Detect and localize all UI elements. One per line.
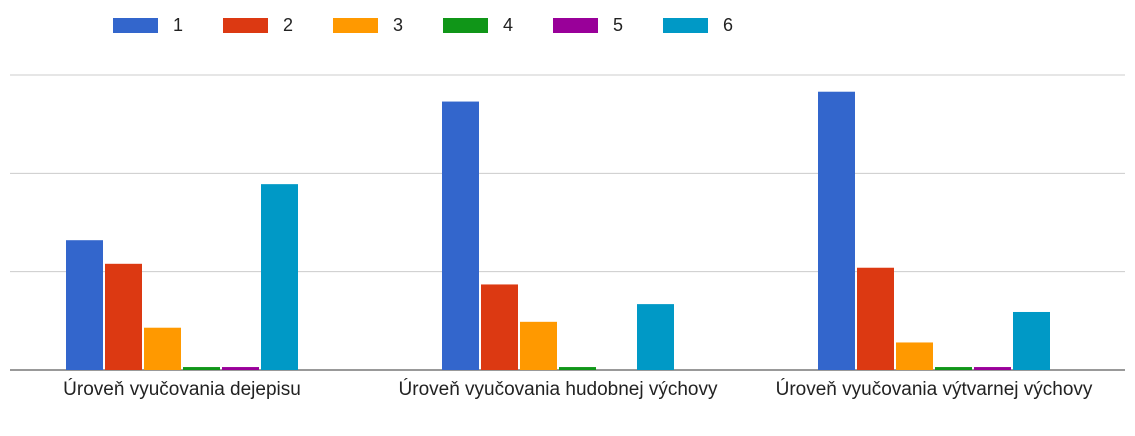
bar — [559, 367, 596, 370]
bar — [222, 367, 259, 370]
legend-swatch — [553, 18, 598, 33]
legend-label: 5 — [613, 15, 623, 35]
bar — [261, 184, 298, 370]
bar — [144, 327, 181, 370]
bar — [520, 321, 557, 370]
bar — [105, 263, 142, 370]
x-tick-label: Úroveň vyučovania dejepisu — [63, 379, 301, 400]
x-tick-label: Úroveň vyučovania hudobnej výchovy — [398, 379, 718, 400]
legend-label: 2 — [283, 15, 293, 35]
legend-swatch — [443, 18, 488, 33]
legend-swatch — [113, 18, 158, 33]
bar — [183, 367, 220, 370]
legend-label: 1 — [173, 15, 183, 35]
bar — [637, 304, 674, 370]
bar — [818, 91, 855, 370]
legend-label: 3 — [393, 15, 403, 35]
x-tick-label: Úroveň vyučovania výtvarnej výchovy — [775, 379, 1093, 400]
bar — [481, 284, 518, 370]
legend-label: 4 — [503, 15, 513, 35]
bar — [974, 367, 1011, 370]
bar — [857, 267, 894, 370]
legend-label: 6 — [723, 15, 733, 35]
bar — [1013, 311, 1050, 370]
legend-swatch — [333, 18, 378, 33]
bar — [66, 240, 103, 370]
legend-swatch — [223, 18, 268, 33]
bar — [442, 101, 479, 371]
legend-swatch — [663, 18, 708, 33]
bar — [896, 342, 933, 370]
bar — [935, 367, 972, 370]
